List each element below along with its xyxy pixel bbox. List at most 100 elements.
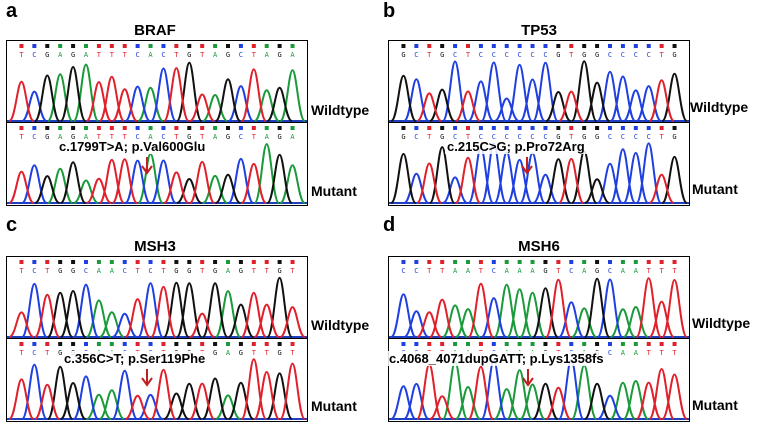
base-call-marker — [556, 342, 561, 346]
wildtype-label: Wildtype — [311, 102, 370, 118]
base-call-marker — [71, 44, 76, 48]
base-call-marker — [427, 44, 432, 48]
base-call-marker — [620, 260, 625, 264]
base-call-marker — [466, 342, 470, 346]
base-call-letter: G — [213, 267, 217, 275]
base-call-marker — [440, 44, 445, 48]
base-call-letter: C — [634, 133, 638, 141]
base-call-marker — [148, 260, 153, 264]
base-call-marker — [277, 126, 282, 130]
mutation-annotation: c.1799T>A; p.Val600Glu — [57, 139, 208, 154]
mutation-annotation: c.215C>G; p.Pro72Arg — [445, 139, 587, 154]
base-call-letter: C — [32, 267, 36, 275]
base-call-marker — [135, 342, 140, 346]
base-call-letter: G — [278, 133, 282, 141]
base-call-marker — [19, 44, 24, 48]
base-call-marker — [200, 44, 205, 48]
base-call-letter: C — [569, 267, 573, 275]
peak-trace-G — [532, 277, 611, 338]
peak-trace-C — [403, 60, 662, 122]
base-call-letter: A — [466, 267, 471, 275]
base-call-letter: G — [582, 133, 586, 141]
base-call-marker — [251, 126, 256, 130]
base-call-letter: C — [32, 349, 36, 357]
base-call-marker — [187, 342, 192, 346]
base-call-marker — [646, 260, 651, 264]
base-call-letter: G — [71, 267, 75, 275]
base-call-marker — [148, 44, 153, 48]
base-call-letter: G — [672, 51, 676, 59]
base-call-letter: C — [453, 51, 457, 59]
base-call-letter: C — [479, 51, 483, 59]
base-call-marker — [427, 260, 432, 264]
base-call-marker — [122, 342, 127, 346]
base-call-marker — [226, 44, 230, 48]
base-call-marker — [633, 126, 638, 130]
base-call-marker — [71, 260, 76, 264]
base-call-marker — [71, 126, 76, 130]
base-call-marker — [96, 126, 101, 130]
peak-trace-T — [416, 277, 688, 338]
base-call-marker — [45, 126, 50, 130]
base-call-letter: T — [136, 267, 141, 275]
base-call-marker — [672, 260, 677, 264]
base-call-marker — [187, 260, 192, 264]
base-call-letter: G — [556, 51, 560, 59]
base-call-letter: C — [239, 133, 243, 141]
base-call-letter: C — [608, 51, 612, 59]
mutant-label: Mutant — [311, 398, 357, 414]
base-call-letter: A — [505, 267, 510, 275]
gene-title: MSH6 — [518, 238, 560, 255]
mutation-annotation: c.356C>T; p.Ser119Phe — [62, 351, 208, 366]
base-call-marker — [401, 126, 406, 130]
base-call-marker — [58, 260, 63, 264]
base-call-marker — [543, 260, 548, 264]
base-call-marker — [504, 342, 509, 346]
base-call-marker — [148, 126, 153, 130]
base-call-marker — [174, 126, 179, 130]
base-call-letter: A — [634, 267, 639, 275]
base-call-marker — [633, 260, 638, 264]
base-call-marker — [264, 44, 269, 48]
base-call-marker — [19, 260, 24, 264]
base-call-letter: G — [45, 51, 49, 59]
base-call-letter: C — [518, 51, 522, 59]
base-call-letter: T — [200, 267, 205, 275]
base-call-letter: T — [660, 51, 665, 59]
base-call-marker — [582, 260, 587, 264]
base-call-letter: T — [252, 51, 257, 59]
base-call-letter: T — [97, 133, 102, 141]
base-call-marker — [582, 126, 587, 130]
base-call-marker — [491, 44, 496, 48]
base-call-letter: A — [265, 133, 270, 141]
base-call-letter: C — [136, 133, 140, 141]
base-call-letter: T — [440, 267, 445, 275]
base-call-marker — [58, 44, 63, 48]
base-call-letter: C — [608, 133, 612, 141]
base-call-letter: C — [161, 133, 165, 141]
base-call-marker — [174, 342, 179, 346]
base-call-letter: C — [414, 133, 418, 141]
base-call-letter: C — [414, 51, 418, 59]
base-call-letter: T — [252, 133, 257, 141]
base-call-letter: G — [595, 133, 599, 141]
base-call-marker — [251, 44, 256, 48]
base-call-marker — [251, 342, 256, 346]
base-call-marker — [595, 126, 600, 130]
gene-title: MSH3 — [134, 238, 176, 255]
base-call-marker — [226, 260, 230, 264]
base-call-marker — [466, 44, 470, 48]
base-call-letter: T — [672, 349, 677, 357]
base-call-marker — [290, 44, 295, 48]
base-call-marker — [58, 342, 63, 346]
base-call-marker — [491, 260, 496, 264]
base-call-letter: T — [427, 51, 432, 59]
base-call-letter: C — [505, 51, 509, 59]
base-call-letter: T — [19, 133, 24, 141]
peak-trace-T — [416, 79, 675, 122]
base-call-marker — [251, 260, 256, 264]
base-call-marker — [478, 126, 483, 130]
base-call-letter: G — [543, 267, 547, 275]
